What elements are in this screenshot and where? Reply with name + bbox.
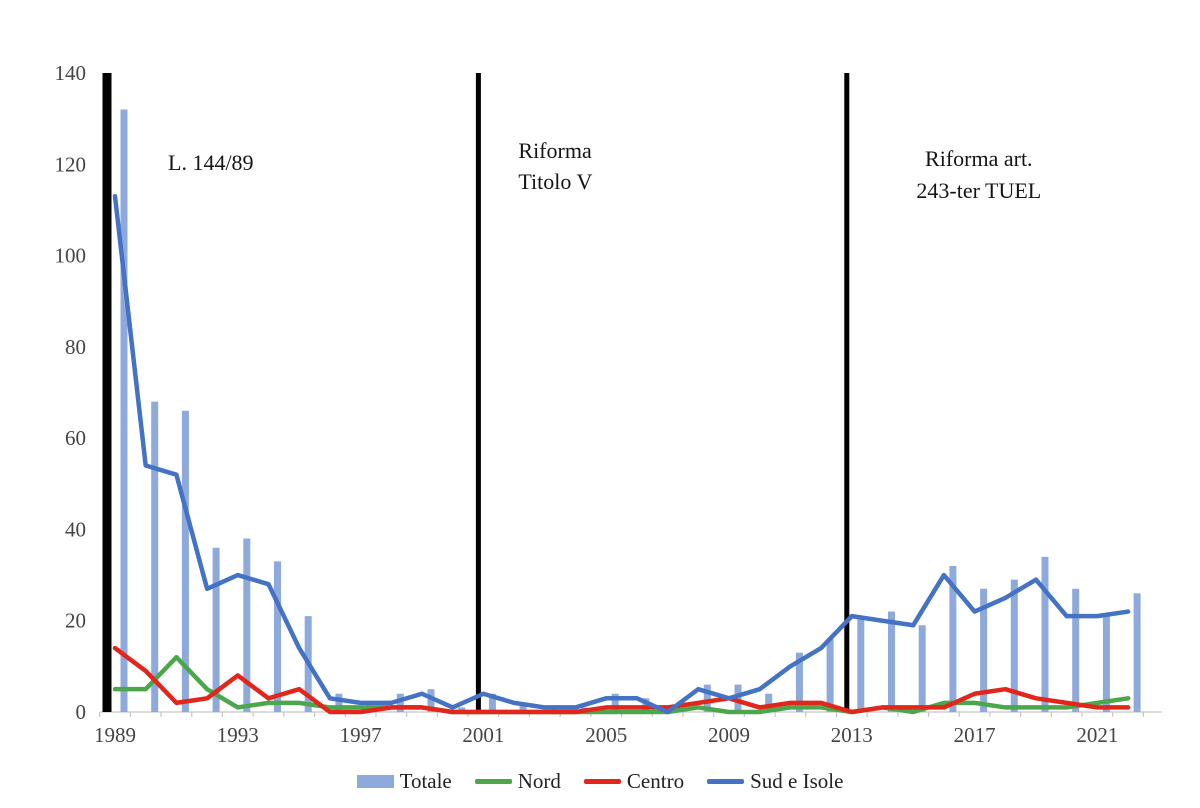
y-axis-label: 80 bbox=[65, 335, 86, 359]
totale-bar bbox=[1010, 579, 1018, 712]
event-annotation: Riforma art. bbox=[925, 146, 1033, 171]
totale-swatch-icon bbox=[356, 775, 394, 788]
x-axis-label: 2009 bbox=[708, 723, 750, 747]
totale-bar bbox=[458, 707, 466, 712]
totale-bar bbox=[1072, 588, 1080, 712]
totale-bar bbox=[734, 684, 742, 712]
totale-bar bbox=[765, 693, 773, 712]
totale-bar bbox=[243, 538, 251, 712]
totale-bar bbox=[642, 698, 650, 712]
chart-legend: Totale Nord Centro Sud e Isole bbox=[0, 769, 1200, 794]
event-annotation: Riforma bbox=[518, 138, 592, 163]
chart-canvas: 0 20 40 60 80 100 120 140 1989 1993 1997 2001 2005 20… bbox=[55, 61, 1162, 747]
legend-label-centro: Centro bbox=[626, 769, 685, 793]
legend-label-nord: Nord bbox=[517, 769, 561, 793]
y-axis-label: 100 bbox=[55, 244, 87, 268]
x-axis-label: 1993 bbox=[217, 723, 259, 747]
legend-label-totale: Totale bbox=[399, 769, 452, 793]
totale-bar bbox=[274, 561, 281, 712]
legend-item-sud: Sud e Isole bbox=[707, 769, 843, 794]
totale-bar bbox=[151, 401, 159, 712]
event-annotation: Titolo V bbox=[518, 169, 592, 194]
y-axis-label: 60 bbox=[65, 426, 86, 450]
totale-bar bbox=[857, 616, 865, 712]
totale-bar bbox=[396, 693, 404, 712]
y-axis-label: 140 bbox=[55, 61, 87, 85]
totale-bar bbox=[488, 693, 496, 712]
nord-line bbox=[112, 654, 1131, 715]
totale-bar bbox=[795, 652, 803, 712]
totale-bar bbox=[181, 410, 189, 712]
y-axis-label: 120 bbox=[55, 152, 87, 176]
event-annotation: L. 144/89 bbox=[168, 150, 254, 175]
totale-bar bbox=[335, 693, 343, 712]
legend-item-nord: Nord bbox=[474, 769, 561, 794]
totale-bar bbox=[980, 588, 988, 712]
totale-bar bbox=[427, 689, 435, 712]
totale-bar bbox=[212, 547, 220, 712]
x-axis-label: 1989 bbox=[94, 723, 136, 747]
totale-bar bbox=[1102, 616, 1110, 712]
y-axis-label: 20 bbox=[65, 609, 86, 633]
y-axis-label: 0 bbox=[76, 700, 87, 724]
combo-chart: 0 20 40 60 80 100 120 140 1989 1993 1997 2001 2005 20… bbox=[55, 61, 1162, 747]
event-annotation: 243-ter TUEL bbox=[916, 178, 1041, 203]
totale-bar bbox=[703, 684, 711, 712]
legend-item-totale: Totale bbox=[356, 769, 452, 794]
y-axis-label: 40 bbox=[65, 517, 86, 541]
sud-e-isole-swatch-icon bbox=[707, 779, 745, 784]
totale-bar bbox=[826, 638, 834, 712]
nord-swatch-icon bbox=[474, 779, 512, 784]
totale-bar bbox=[1133, 593, 1141, 712]
x-axis-label: 2013 bbox=[831, 723, 873, 747]
totale-bar bbox=[611, 693, 619, 712]
x-axis-label: 1997 bbox=[340, 723, 382, 747]
x-axis-label: 2001 bbox=[462, 723, 504, 747]
totale-bar bbox=[519, 702, 527, 712]
legend-label-sud: Sud e Isole bbox=[750, 769, 844, 793]
x-axis-label: 2005 bbox=[585, 723, 627, 747]
totale-bar bbox=[888, 611, 895, 712]
totale-bar bbox=[1041, 556, 1049, 712]
totale-bar bbox=[918, 625, 926, 712]
sud-e-isole-line bbox=[112, 193, 1131, 715]
centro-line bbox=[112, 645, 1131, 715]
legend-item-centro: Centro bbox=[583, 769, 685, 794]
totale-bar bbox=[550, 707, 558, 712]
x-axis-label: 2021 bbox=[1076, 723, 1118, 747]
x-axis-label: 2017 bbox=[954, 723, 996, 747]
totale-bar bbox=[949, 565, 957, 712]
centro-swatch-icon bbox=[583, 779, 621, 784]
totale-bar bbox=[120, 109, 128, 712]
